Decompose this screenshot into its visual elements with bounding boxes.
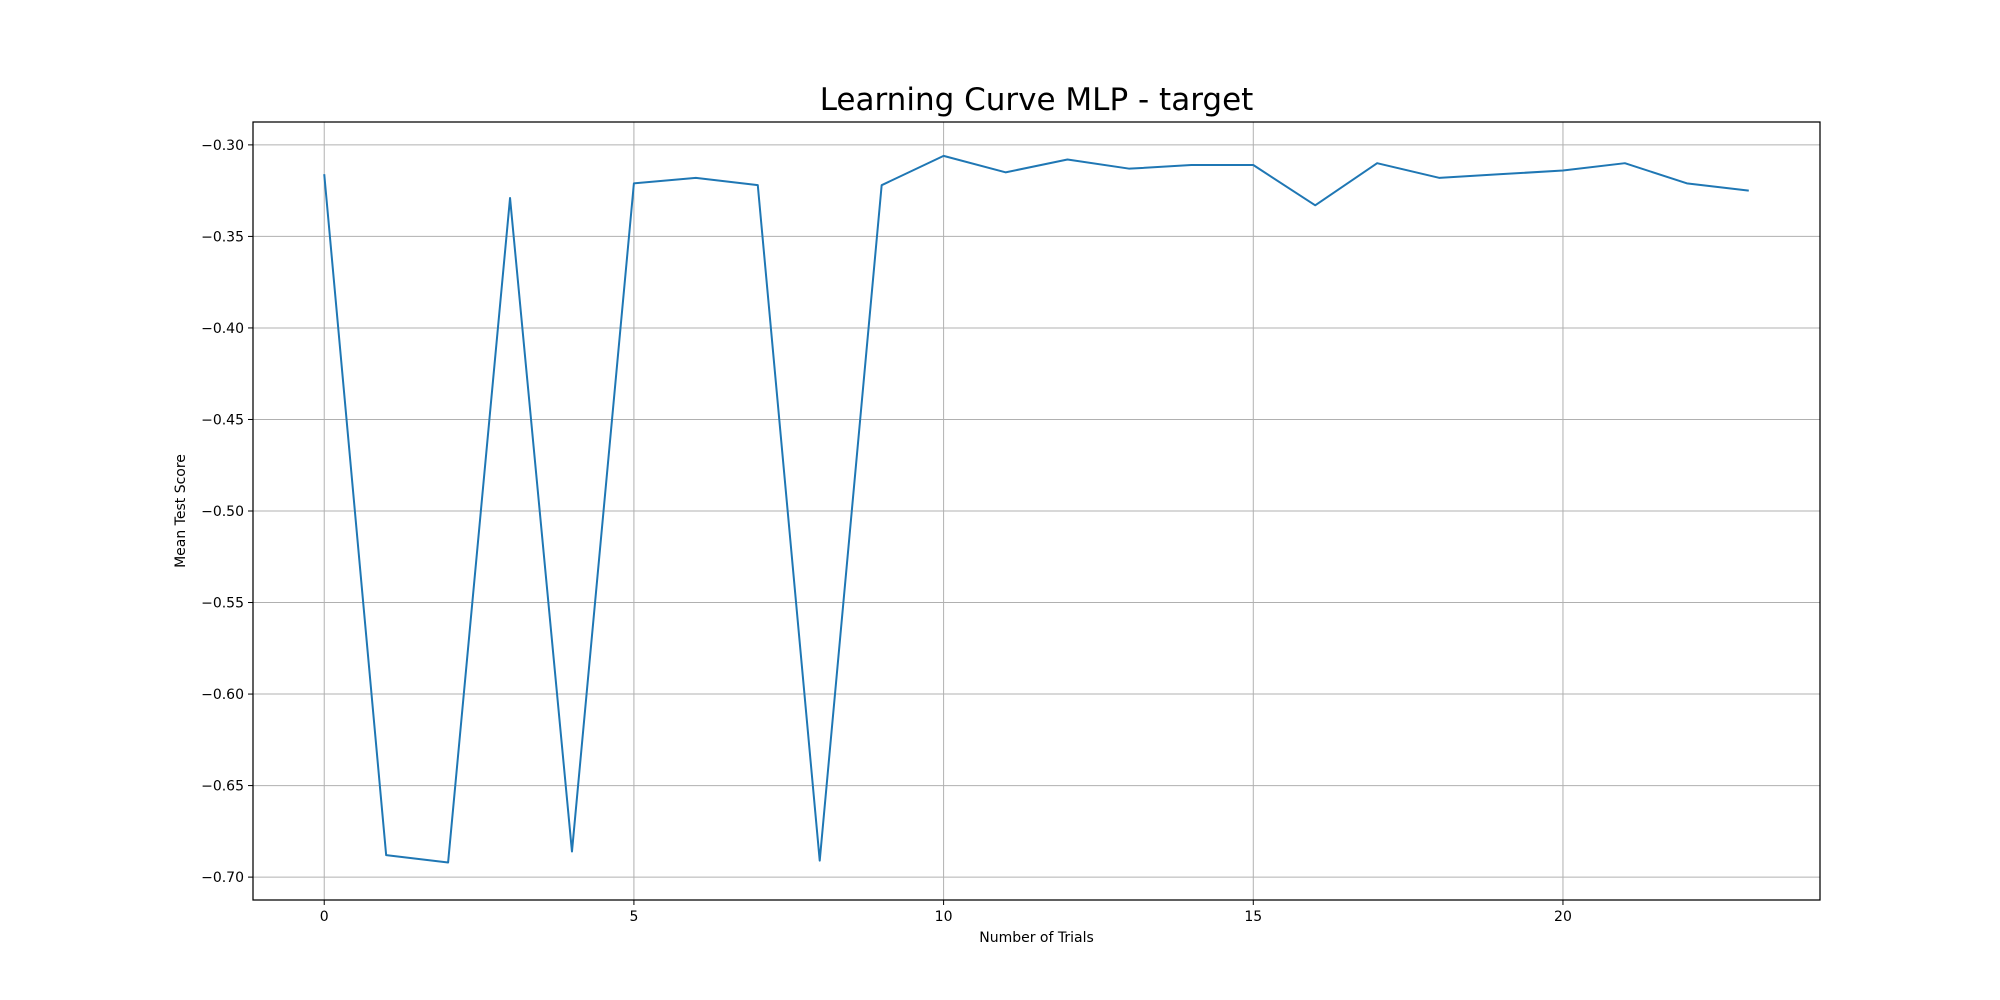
x-tick-label: 0 [320,909,329,925]
grid [253,122,1820,900]
y-tick-label: −0.35 [201,229,244,245]
series-line [323,154,1749,864]
y-tick-label: −0.30 [201,138,244,154]
chart-title: Learning Curve MLP - target [820,82,1254,118]
x-tick-label: 10 [935,909,953,925]
y-axis-label: Mean Test Score [173,454,189,568]
y-tick-label: −0.65 [201,779,244,795]
y-tick-label: −0.55 [201,596,244,612]
y-tick-label: −0.40 [201,321,244,337]
x-tick-label: 15 [1244,909,1262,925]
y-tick-label: −0.45 [201,412,244,428]
y-axis-ticks: −0.30 −0.35 −0.40 −0.45 −0.50 −0.55 −0.60 −0.65… [201,138,253,886]
y-tick-label: −0.70 [201,870,244,886]
x-axis-ticks: 0 5 10 15 20 [320,900,1572,925]
x-axis-label: Number of Trials [979,930,1094,946]
y-tick-label: −0.60 [201,687,244,703]
x-tick-label: 5 [629,909,638,925]
x-tick-label: 20 [1554,909,1572,925]
series-layer [323,154,1749,864]
y-tick-label: −0.50 [201,504,244,520]
